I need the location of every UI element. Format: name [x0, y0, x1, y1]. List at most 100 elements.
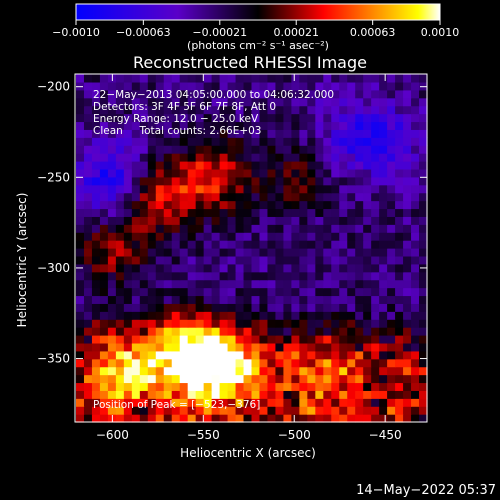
heatmap-cell — [395, 153, 404, 162]
heatmap-cell — [331, 208, 340, 217]
heatmap-cell — [283, 137, 292, 146]
heatmap-cell — [211, 192, 221, 202]
heatmap-cell — [115, 176, 125, 186]
heatmap-cell — [76, 192, 85, 202]
heatmap-cell — [315, 216, 324, 225]
heatmap-cell — [163, 335, 173, 344]
heatmap-cell — [355, 255, 364, 265]
heatmap-cell — [347, 248, 356, 257]
heatmap-cell — [179, 184, 189, 194]
heatmap-cell — [163, 168, 173, 178]
heatmap-cell — [219, 145, 229, 154]
heatmap-cell — [347, 255, 356, 265]
heatmap-cell — [99, 279, 109, 289]
heatmap-cell — [315, 81, 324, 91]
heatmap-cell — [267, 216, 277, 225]
heatmap-cell — [243, 137, 253, 146]
heatmap-cell — [211, 342, 221, 352]
heatmap-cell — [251, 263, 261, 273]
heatmap-cell — [195, 240, 205, 249]
heatmap-cell — [395, 374, 404, 384]
heatmap-cell — [99, 232, 109, 241]
heatmap-cell — [211, 129, 221, 138]
annotation-detectors: Detectors: 3F 4F 5F 6F 7F 8F, Att 0 — [93, 101, 276, 113]
heatmap-cell — [307, 295, 316, 304]
heatmap-cell — [403, 263, 412, 273]
heatmap-cell — [163, 81, 173, 91]
heatmap-cell — [339, 374, 348, 384]
heatmap-cell — [243, 358, 253, 368]
heatmap-cell — [323, 358, 332, 368]
heatmap-cell — [379, 176, 388, 186]
heatmap-cell — [155, 224, 165, 233]
heatmap-cell — [131, 279, 141, 289]
heatmap-cell — [99, 153, 109, 162]
heatmap-cell — [395, 200, 404, 210]
heatmap-cell — [107, 168, 117, 178]
heatmap-cell — [299, 105, 308, 115]
heatmap-cell — [387, 366, 396, 376]
heatmap-cell — [179, 137, 189, 146]
heatmap-cell — [227, 374, 237, 384]
heatmap-cell — [139, 350, 149, 360]
heatmap-cell — [371, 263, 380, 273]
heatmap-cell — [211, 248, 221, 257]
heatmap-cell — [107, 89, 117, 99]
heatmap-cell — [123, 224, 133, 233]
heatmap-cell — [147, 200, 157, 210]
heatmap-cell — [155, 406, 165, 415]
heatmap-cell — [259, 184, 269, 194]
heatmap-cell — [107, 97, 117, 107]
heatmap-cell — [139, 208, 149, 217]
heatmap-cell — [355, 224, 364, 233]
heatmap-cell — [147, 176, 157, 186]
heatmap-cell — [307, 327, 316, 336]
heatmap-cell — [299, 89, 308, 99]
heatmap-cell — [251, 279, 261, 289]
heatmap-cell — [267, 366, 277, 376]
heatmap-cell — [259, 105, 269, 115]
heatmap-cell — [411, 216, 420, 225]
heatmap-cell — [115, 184, 125, 194]
heatmap-cell — [99, 137, 109, 146]
heatmap-cell — [147, 319, 157, 328]
heatmap-cell — [131, 81, 141, 91]
heatmap-cell — [387, 176, 396, 186]
heatmap-cell — [139, 74, 149, 83]
heatmap-cell — [299, 208, 308, 217]
heatmap-cell — [243, 81, 253, 91]
heatmap-cell — [147, 161, 157, 170]
heatmap-cell — [123, 216, 133, 225]
heatmap-cell — [267, 295, 277, 304]
heatmap-cell — [131, 342, 141, 352]
heatmap-cell — [123, 406, 133, 415]
heatmap-cell — [259, 145, 269, 154]
heatmap-cell — [107, 184, 117, 194]
heatmap-cell — [115, 161, 125, 170]
heatmap-cell — [139, 192, 149, 202]
heatmap-cell — [227, 414, 237, 423]
heatmap-cell — [275, 208, 285, 217]
heatmap-cell — [131, 74, 141, 83]
heatmap-cell — [379, 208, 388, 217]
heatmap-cell — [387, 192, 396, 202]
heatmap-cell — [115, 232, 125, 241]
heatmap-cell — [339, 113, 348, 123]
heatmap-cell — [179, 192, 189, 202]
heatmap-cell — [123, 279, 133, 289]
heatmap-cell — [387, 137, 396, 146]
heatmap-cell — [155, 287, 165, 297]
heatmap-cell — [307, 358, 316, 368]
heatmap-cell — [259, 240, 269, 249]
heatmap-cell — [115, 358, 125, 368]
heatmap-cell — [243, 382, 253, 391]
heatmap-cell — [235, 232, 245, 241]
heatmap-cell — [331, 161, 340, 170]
heatmap-cell — [315, 327, 324, 336]
heatmap-cell — [203, 366, 213, 376]
heatmap-cell — [99, 287, 109, 297]
heatmap-cell — [147, 184, 157, 194]
heatmap-cell — [76, 105, 85, 115]
heatmap-cell — [155, 311, 165, 320]
heatmap-cell — [123, 232, 133, 241]
